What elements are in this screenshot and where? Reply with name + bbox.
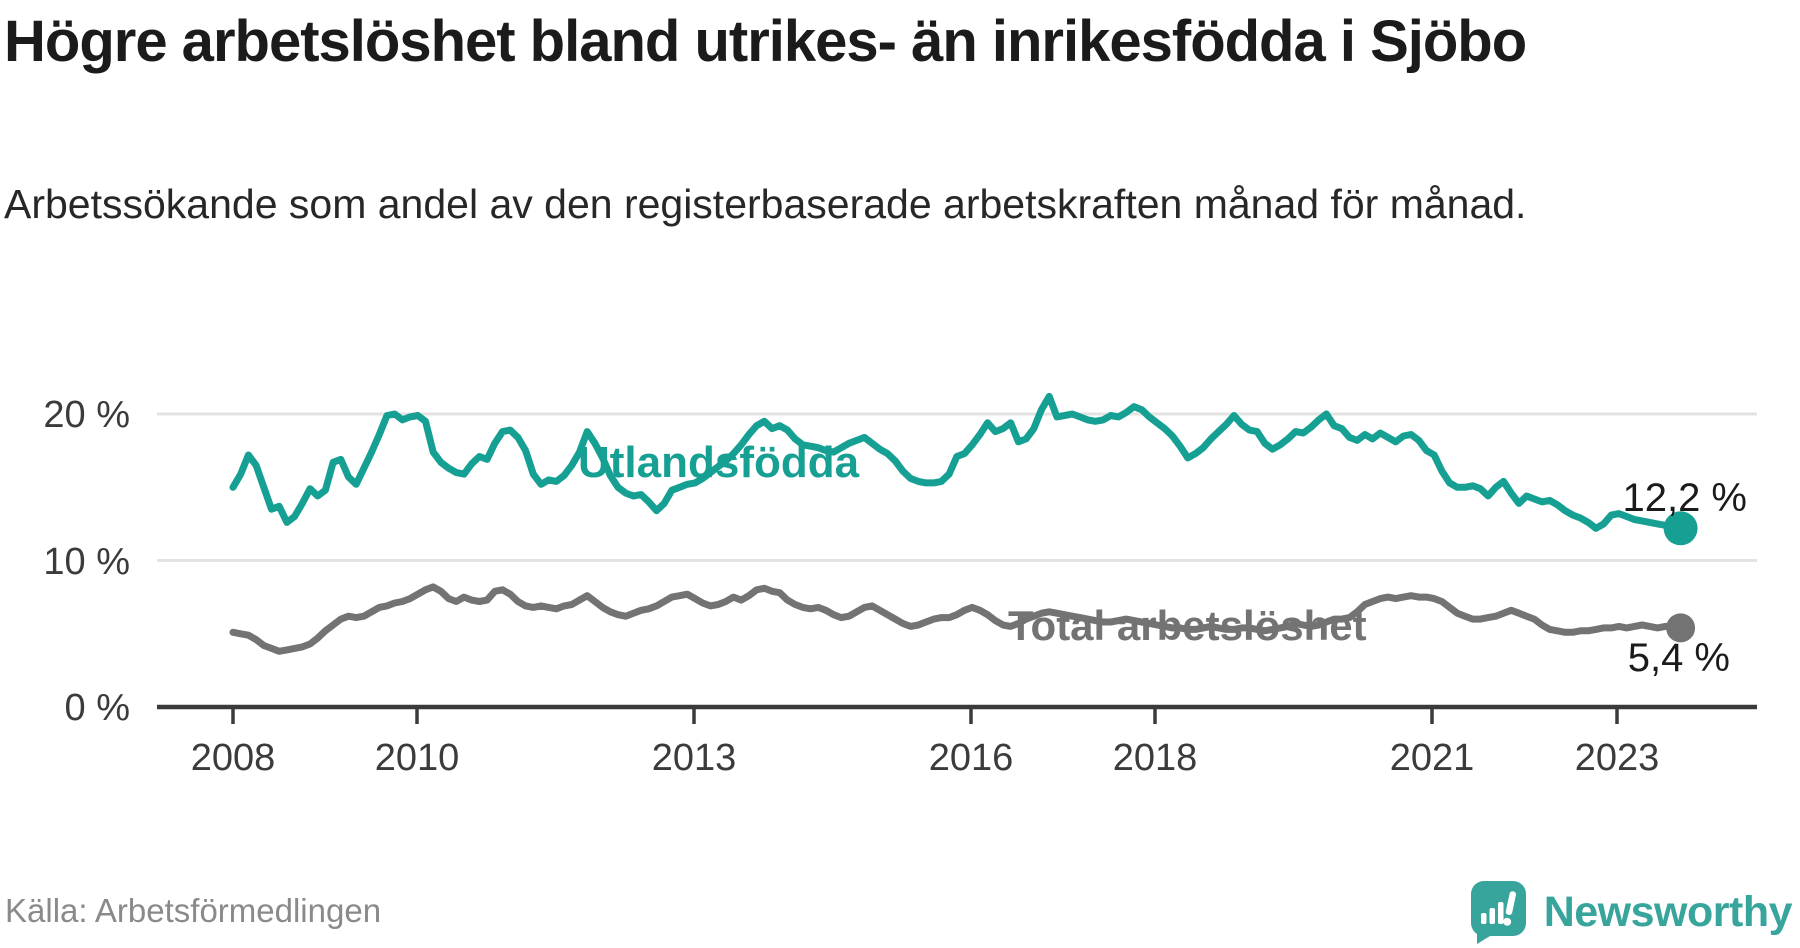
- logo-exclamation: [1502, 891, 1516, 926]
- y-gridlines: [157, 412, 1757, 562]
- x-tick-label-2023: 2023: [1575, 737, 1660, 779]
- newsworthy-brand: Newsworthy: [1468, 878, 1793, 946]
- series-layer: [229, 392, 1698, 655]
- logo-bar-3: [1497, 902, 1504, 924]
- series-label-utlandsfodda: Utlandsfödda: [578, 438, 860, 487]
- x-tick-label-2016: 2016: [929, 737, 1014, 779]
- series-label-total-arbetsloshet: Total arbetslöshet: [1008, 602, 1367, 649]
- series-end-dot-1: [1666, 613, 1696, 643]
- y-tick-label-10: 10 %: [43, 541, 130, 583]
- x-tick-label-2013: 2013: [652, 737, 737, 779]
- series-line-0: [229, 392, 1685, 532]
- series-end-dot-0: [1663, 511, 1698, 546]
- page-title: Högre arbetslöshet bland utrikes- än inr…: [4, 9, 1527, 74]
- x-tick-label-2021: 2021: [1390, 737, 1475, 779]
- y-axis: 20 % 10 % 0 %: [43, 394, 130, 729]
- end-value-label-utlandsfodda: 12,2 %: [1622, 476, 1747, 520]
- end-value-label-total: 5,4 %: [1628, 636, 1730, 680]
- source-note: Källa: Arbetsförmedlingen: [5, 892, 382, 929]
- logo-bar-1: [1480, 913, 1487, 924]
- x-tick-label-2008: 2008: [191, 737, 276, 779]
- logo-bar-2: [1489, 908, 1495, 924]
- brand-name: Newsworthy: [1543, 887, 1793, 936]
- newsworthy-logo-icon: [1470, 881, 1526, 944]
- x-axis: 2008 2010 2013 2016 2018 2021 2023: [157, 704, 1757, 779]
- x-tick-label-2010: 2010: [375, 737, 460, 779]
- series-line-1: [229, 583, 1685, 655]
- y-tick-label-20: 20 %: [43, 394, 130, 436]
- y-tick-label-0: 0 %: [65, 687, 130, 729]
- chart-subtitle: Arbetssökande som andel av den registerb…: [4, 181, 1527, 227]
- x-tick-label-2018: 2018: [1113, 737, 1198, 779]
